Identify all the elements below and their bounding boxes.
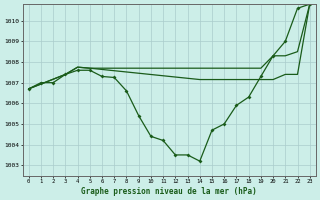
- X-axis label: Graphe pression niveau de la mer (hPa): Graphe pression niveau de la mer (hPa): [81, 187, 257, 196]
